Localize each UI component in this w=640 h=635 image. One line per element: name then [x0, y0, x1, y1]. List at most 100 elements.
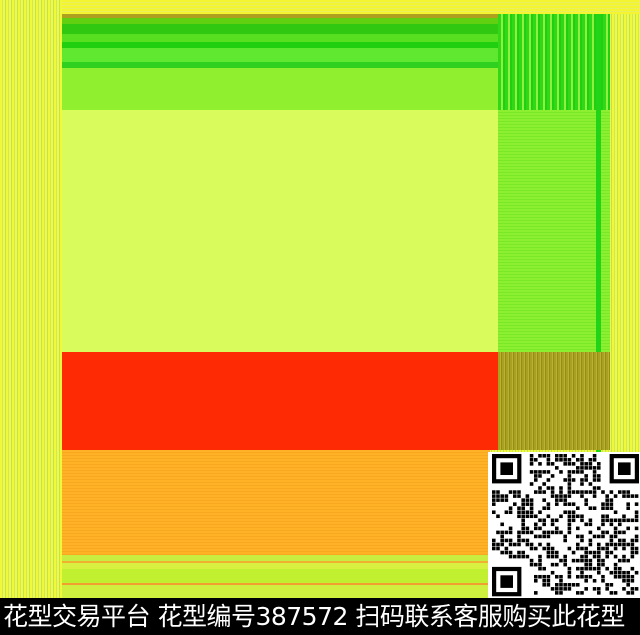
qr-module: [630, 494, 635, 498]
qr-module: [559, 454, 563, 458]
qr-module: [622, 538, 626, 543]
qr-module: [634, 587, 639, 591]
qr-module: [534, 574, 538, 579]
qr-module: [504, 494, 509, 498]
qr-module: [605, 583, 609, 587]
qr-module: [538, 562, 542, 567]
qr-module: [626, 526, 630, 531]
qr-code[interactable]: [488, 452, 640, 598]
qr-module: [567, 587, 572, 591]
qr-module: [567, 474, 572, 478]
qr-module: [517, 554, 521, 559]
qr-module: [534, 562, 538, 567]
qr-module: [496, 494, 500, 498]
qr-module: [508, 490, 513, 494]
qr-module: [576, 466, 580, 470]
qr-module: [630, 574, 635, 579]
qr-module: [492, 510, 496, 515]
qr-module: [609, 506, 614, 510]
qr-module: [529, 502, 534, 506]
qr-module: [571, 502, 576, 506]
qr-module: [567, 510, 572, 515]
qr-module: [559, 514, 563, 519]
qr-module: [630, 542, 635, 547]
qr-module: [592, 494, 597, 498]
qr-module: [563, 498, 567, 502]
qr-module: [567, 570, 572, 575]
qr-module: [538, 526, 542, 531]
qr-module: [601, 574, 605, 579]
qr-module: [542, 566, 546, 571]
qr-module: [622, 587, 626, 591]
qr-module: [576, 542, 580, 547]
qr-module: [492, 538, 496, 543]
qr-module: [529, 514, 534, 519]
qr-module: [559, 470, 563, 474]
qr-module: [563, 583, 567, 587]
qr-module: [492, 490, 496, 494]
qr-module: [567, 462, 572, 466]
qr-module: [580, 518, 584, 523]
qr-module: [500, 542, 504, 547]
qr-module: [571, 518, 576, 523]
qr-module: [605, 566, 609, 571]
qr-module: [550, 587, 555, 591]
qr-module: [618, 574, 622, 579]
qr-module: [571, 583, 576, 587]
qr-module: [597, 542, 601, 547]
qr-module: [588, 518, 593, 523]
qr-module: [521, 522, 525, 527]
qr-module: [601, 518, 605, 523]
qr-module: [538, 566, 542, 571]
qr-module: [546, 574, 551, 579]
qr-module: [580, 454, 584, 458]
qr-module: [500, 534, 504, 539]
qr-module: [525, 494, 530, 498]
qr-module: [546, 462, 551, 466]
qr-module: [613, 591, 618, 595]
qr-module: [592, 474, 597, 478]
qr-module: [580, 558, 584, 563]
qr-module: [609, 490, 614, 494]
qr-module: [613, 566, 618, 571]
qr-module: [567, 478, 572, 482]
qr-module: [563, 587, 567, 591]
qr-module: [567, 486, 572, 490]
qr-module: [626, 494, 630, 498]
qr-module: [576, 534, 580, 539]
qr-module: [634, 494, 639, 498]
qr-module: [584, 490, 588, 494]
qr-module: [529, 562, 534, 567]
qr-module: [525, 514, 530, 519]
qr-module: [576, 514, 580, 519]
qr-module: [571, 478, 576, 482]
qr-module: [630, 550, 635, 555]
qr-module: [609, 498, 614, 502]
qr-module: [542, 498, 546, 502]
qr-module: [609, 522, 614, 527]
qr-module: [546, 550, 551, 555]
qr-module: [542, 574, 546, 579]
qr-module: [592, 454, 597, 458]
qr-module: [542, 506, 546, 510]
qr-module: [609, 570, 614, 575]
qr-module: [542, 522, 546, 527]
qr-module: [634, 518, 639, 523]
qr-module: [534, 526, 538, 531]
qr-module: [563, 558, 567, 563]
qr-module: [597, 554, 601, 559]
qr-module: [555, 587, 559, 591]
qr-module: [542, 583, 546, 587]
qr-module: [555, 502, 559, 506]
qr-module: [580, 466, 584, 470]
qr-module: [622, 570, 626, 575]
qr-module: [618, 538, 622, 543]
qr-module: [601, 562, 605, 567]
qr-finder-pattern: [492, 566, 522, 597]
qr-module: [592, 506, 597, 510]
qr-module: [563, 502, 567, 506]
qr-module: [618, 522, 622, 527]
qr-module: [601, 558, 605, 563]
qr-module: [588, 538, 593, 543]
qr-module: [584, 474, 588, 478]
